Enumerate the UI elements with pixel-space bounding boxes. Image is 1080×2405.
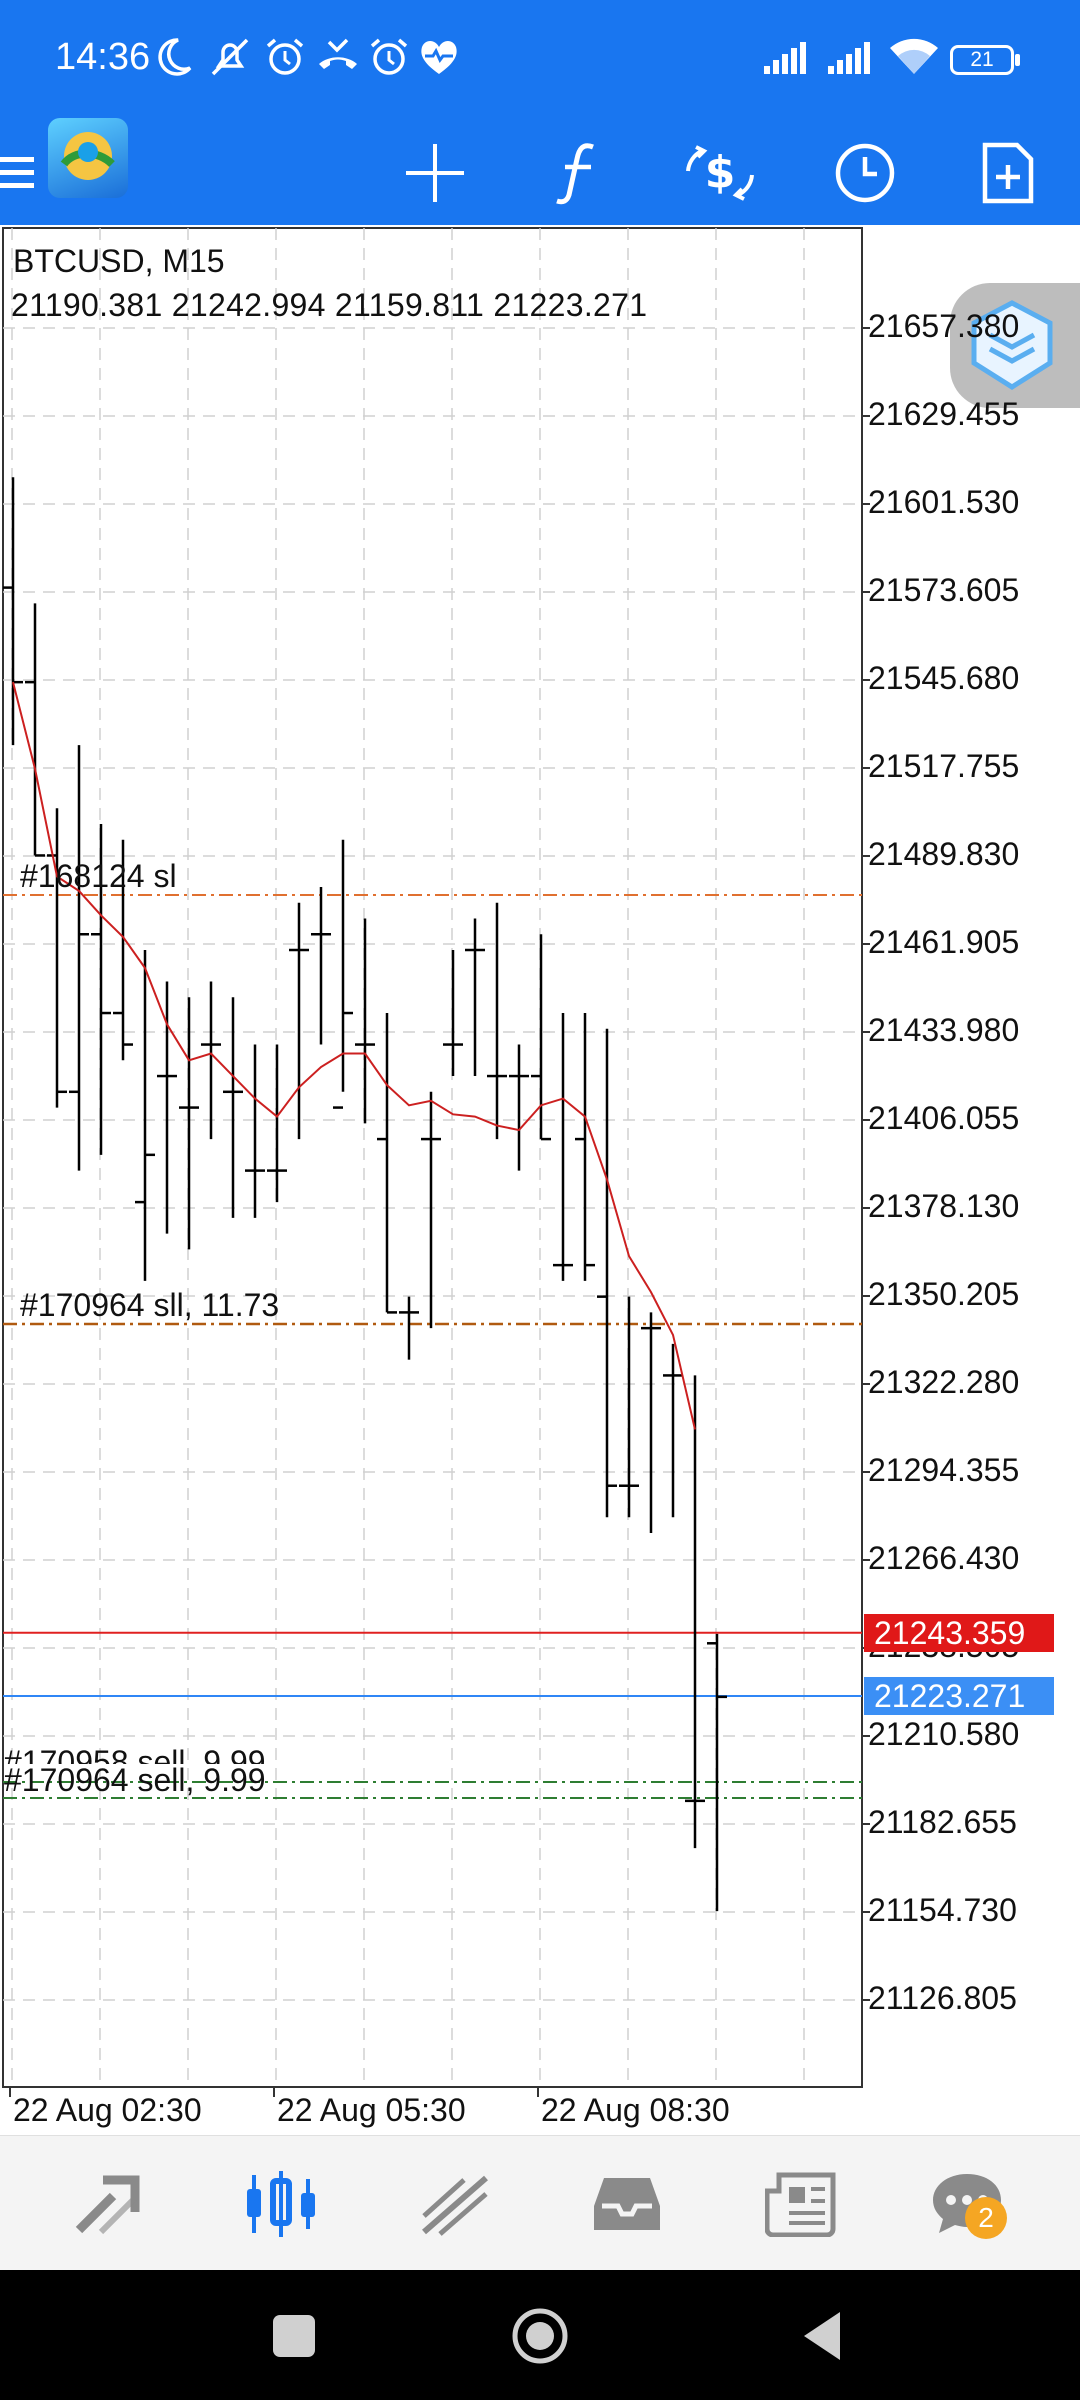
recent-apps-icon [273,2315,315,2357]
nav-chat[interactable] [892,2136,1042,2271]
price-axis-label: 21461.905 [868,924,1020,960]
status-bar: 14:36 21 [0,0,1080,120]
trade-button[interactable]: $ [670,120,770,225]
chat-badge: 2 [965,2197,1007,2239]
order-label-sell-2[interactable]: #170964 sell, 9.99 [4,1762,266,1798]
price-axis-label: 21294.355 [868,1452,1020,1488]
timeframe-button[interactable] [815,120,915,225]
system-nav-bar [0,2270,1080,2400]
order-label-sl[interactable]: #168124 sl [20,858,177,894]
moon-icon [158,38,192,76]
chart-frame [2,227,863,2088]
mute-icon [211,38,249,76]
price-axis-label: 21406.055 [868,1100,1020,1136]
toolbar: $ [0,120,1080,225]
price-axis-label: 21601.530 [868,484,1020,520]
new-order-button[interactable] [958,120,1058,225]
news-icon [765,2172,836,2237]
svg-text:$: $ [705,147,736,198]
trade-nav-icon [422,2175,488,2236]
alarm-icon [266,38,304,75]
trade-icon: $ [686,144,754,201]
status-time: 14:36 [55,36,151,78]
chart-icon [247,2170,315,2237]
price-axis-label: 21489.830 [868,836,1020,872]
app-logo[interactable] [48,118,128,198]
new-order-icon [982,142,1034,203]
order-label-sell-1-clip: #170958 sell, 9.99 [0,1744,300,1764]
order-label-sll[interactable]: #170964 sll, 11.73 [20,1287,280,1323]
indicators-button[interactable] [528,120,628,225]
price-axis-label: 21545.680 [868,660,1020,696]
price-axis-label: 21182.655 [868,1804,1017,1840]
time-axis-label: 22 Aug 08:30 [541,2092,730,2128]
health-icon [421,41,457,74]
price-axis-label: 21517.755 [868,748,1020,784]
price-axis-label: 21433.980 [868,1012,1020,1048]
time-axis-label: 22 Aug 05:30 [277,2092,466,2128]
price-axis-label: 21350.205 [868,1276,1020,1312]
system-nav-icons [273,2308,840,2364]
price-axis-label: 21378.130 [868,1188,1020,1224]
price-axis-label: 21266.430 [868,1540,1020,1576]
missed-call-icon [319,38,357,69]
price-axis-label: 21210.580 [868,1716,1020,1752]
back-icon [804,2312,840,2360]
price-axis-label: 21322.280 [868,1364,1020,1400]
crosshair-button[interactable] [385,120,485,225]
chart-symbol: BTCUSD, M15 [13,243,225,279]
time-axis-label: 22 Aug 02:30 [13,2092,202,2128]
bid-price-tag: 21223.271 [864,1677,1054,1715]
price-axis-label: 21154.730 [868,1892,1017,1928]
price-axis-label: 21573.605 [868,572,1020,608]
moving-average-line [12,681,696,1430]
timeframe-icon [835,143,895,202]
ask-price-tag: 21243.359 [864,1613,1054,1652]
price-axis-label: 21657.380 [868,308,1020,344]
quotes-icon [75,2175,140,2234]
nav-quotes[interactable] [33,2136,183,2271]
mt-logo-icon [60,132,115,180]
nav-chart[interactable] [206,2136,356,2271]
indicators-icon [556,142,594,204]
nav-trade[interactable] [380,2136,530,2271]
battery-icon: 21 [950,45,1014,75]
price-axis-label: 21126.805 [868,1980,1017,2016]
order-label-sell-1[interactable]: #170958 sell, 9.99 [4,1744,266,1764]
floating-assistant-button[interactable] [950,283,1080,408]
alarm-icon [370,38,408,75]
home-icon [512,2308,568,2364]
price-axis-label: 21629.455 [868,396,1020,432]
menu-button[interactable] [0,120,62,225]
wifi-icon [890,38,938,74]
bottom-nav [0,2135,1080,2271]
inbox-icon [594,2177,660,2230]
assistant-icon [971,300,1053,390]
signal-icon [828,42,870,74]
signal-icon [764,42,806,74]
chart-area[interactable] [0,225,1080,2135]
nav-history[interactable] [552,2136,702,2271]
menu-icon [0,156,34,188]
price-chart[interactable] [0,225,1080,2135]
crosshair-icon [406,143,464,202]
nav-news[interactable] [726,2136,876,2271]
battery-tip [1015,54,1020,66]
chart-ohlc: 21190.381 21242.994 21159.811 21223.271 [11,287,648,323]
